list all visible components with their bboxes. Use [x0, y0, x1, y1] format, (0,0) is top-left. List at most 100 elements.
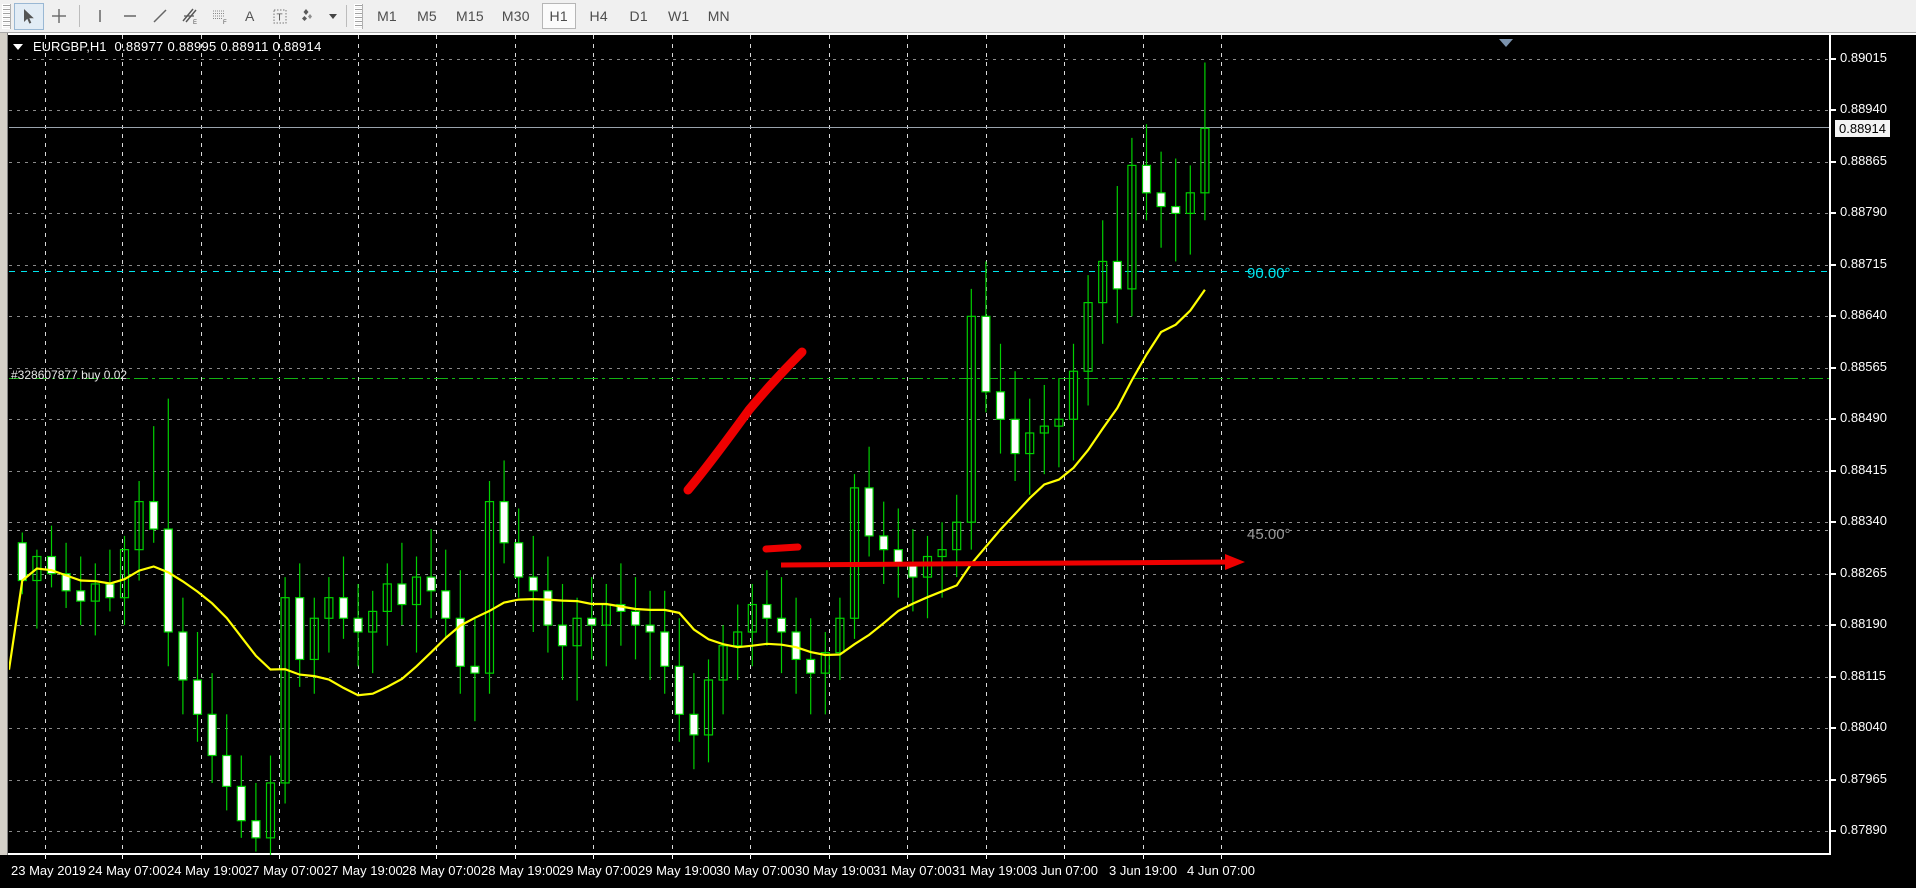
candle-body	[543, 590, 553, 626]
candle-body	[353, 617, 363, 633]
candle-body	[1185, 192, 1195, 215]
time-tick-label: 31 May 19:00	[952, 863, 1031, 878]
time-tick-label: 24 May 19:00	[167, 863, 246, 878]
text-label-tool-button[interactable]: T	[265, 3, 295, 30]
timeframe-button-d1[interactable]: D1	[629, 8, 648, 24]
equidistant-channel-tool-button[interactable]: E	[175, 3, 205, 30]
horizontal-gridline	[9, 470, 1829, 472]
timeframe-button-m15[interactable]: M15	[456, 8, 484, 24]
chart-scroll-marker[interactable]	[1498, 35, 1514, 53]
vertical-gridline	[122, 35, 123, 855]
candle-body	[879, 535, 889, 551]
cursor-tool-button[interactable]	[14, 2, 44, 30]
horizontal-gridline	[9, 316, 1829, 318]
candle-body	[222, 754, 232, 787]
timeframe-button-h1[interactable]: H1	[541, 3, 576, 29]
order-label: #328607877 buy 0.02	[11, 368, 128, 382]
price-tick-label: 0.88565	[1840, 358, 1887, 374]
trendline-tool-button[interactable]	[145, 3, 175, 30]
price-tick-label: 0.87965	[1840, 770, 1887, 786]
time-tick-label: 23 May 2019	[11, 863, 87, 878]
text-tool-button[interactable]: A	[235, 3, 265, 30]
candle-body	[674, 665, 684, 715]
toolbar-grip-1[interactable]	[2, 3, 11, 29]
red-short-mark-drawing[interactable]	[762, 543, 802, 553]
chart-symbol-label: EURGBP,H1	[33, 39, 107, 54]
shapes-dropdown-button[interactable]	[325, 3, 341, 30]
time-tick-label: 29 May 07:00	[559, 863, 638, 878]
svg-text:F: F	[223, 20, 227, 25]
text-label-icon: T	[271, 7, 289, 25]
chart-left-scrollbar[interactable]	[0, 33, 8, 855]
time-tick-mark	[986, 855, 987, 859]
candle-body	[251, 820, 261, 839]
candle-body	[820, 651, 830, 674]
time-tick-label: 29 May 19:00	[638, 863, 717, 878]
price-tick-mark	[1831, 212, 1836, 215]
candle-body	[995, 391, 1006, 420]
price-tick-mark	[1831, 727, 1836, 730]
horizontal-gridline	[9, 213, 1829, 215]
candle-body	[1127, 164, 1137, 290]
red-trendline-drawing[interactable]	[683, 347, 807, 495]
chart-ohlc-values: 0.88977 0.88995 0.88911 0.88914	[114, 39, 322, 54]
horizontal-gridline	[9, 419, 1829, 421]
candle-body	[441, 590, 451, 619]
timeframe-button-m30[interactable]: M30	[501, 8, 530, 24]
price-tick-label: 0.88865	[1840, 152, 1887, 168]
chart-menu-caret-icon[interactable]	[13, 43, 23, 50]
candle-body	[338, 597, 349, 619]
current-price-label: 0.88914	[1835, 120, 1890, 138]
text-a-icon: A	[242, 7, 258, 25]
candle-body	[163, 528, 173, 633]
horizontal-gridline	[9, 110, 1829, 112]
price-tick-label: 0.88640	[1840, 307, 1887, 323]
timeframe-button-m1[interactable]: M1	[377, 8, 397, 24]
timeframe-button-h4[interactable]: H4	[589, 8, 608, 24]
vertical-gridline	[1064, 35, 1065, 855]
candle-body	[499, 501, 509, 544]
candle-body	[806, 658, 816, 674]
chart-plot-area[interactable]: EURGBP,H1 0.88977 0.88995 0.88911 0.8891…	[9, 35, 1829, 855]
timeframe-button-w1[interactable]: W1	[667, 8, 690, 24]
time-axis[interactable]: 23 May 2019 24 May 07:00 24 May 19:00 27 Ma…	[9, 855, 1916, 888]
vertical-gridline	[201, 35, 202, 855]
trendline-icon	[151, 7, 169, 25]
horizontal-gridline	[9, 573, 1829, 575]
vertical-line-icon	[91, 7, 109, 25]
vertical-line-tool-button[interactable]	[85, 3, 115, 30]
candle-body	[411, 576, 422, 606]
horizontal-line-tool-button[interactable]	[115, 3, 145, 30]
price-tick-label: 0.88265	[1840, 564, 1887, 580]
toolbar-grip-2[interactable]	[354, 3, 363, 29]
candle-body	[46, 555, 57, 575]
shapes-tool-button[interactable]	[295, 3, 325, 30]
timeframe-button-m5[interactable]: M5	[417, 8, 437, 24]
vertical-gridline	[1143, 35, 1144, 855]
candle-body	[747, 603, 757, 633]
angle-45-label: 45.00°	[1247, 526, 1291, 543]
candle-body	[557, 624, 568, 647]
vertical-gridline	[986, 35, 987, 855]
chart-bottom-border	[8, 853, 1916, 855]
fibonacci-tool-button[interactable]: F	[205, 3, 235, 30]
crosshair-tool-button[interactable]	[44, 3, 74, 30]
red-arrow-shaft-drawing[interactable]	[780, 559, 1232, 568]
price-tick-mark	[1831, 160, 1836, 163]
price-tick-label: 0.88940	[1840, 101, 1887, 117]
vertical-gridline	[907, 35, 908, 855]
chart-top-border	[8, 33, 1916, 35]
time-tick-label: 3 Jun 07:00	[1030, 863, 1098, 878]
bid-price-line	[9, 127, 1829, 128]
candle-body	[265, 782, 276, 839]
candle-body	[324, 597, 334, 619]
price-axis[interactable]: 0.89015 0.88940 0.88865 0.88790 0.88715 0.886…	[1831, 35, 1916, 855]
user-drawings[interactable]	[9, 35, 1829, 855]
horizontal-gridline	[9, 625, 1829, 627]
candle-body	[835, 617, 845, 654]
toolbar-separator-1	[79, 5, 80, 27]
candle-body	[397, 583, 407, 606]
chart-header: EURGBP,H1 0.88977 0.88995 0.88911 0.8891…	[13, 39, 322, 54]
red-arrow-head-drawing[interactable]	[1225, 554, 1245, 570]
timeframe-button-mn[interactable]: MN	[707, 8, 730, 24]
